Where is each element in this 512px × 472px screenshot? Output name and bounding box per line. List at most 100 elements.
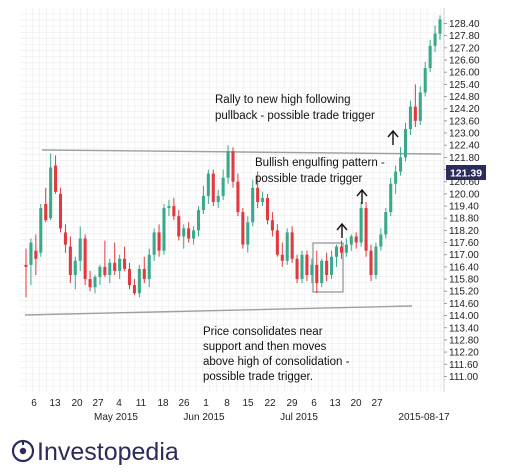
candle-body [295,258,299,280]
candle-down [369,244,373,282]
candle-body [206,173,210,196]
candle-body [201,195,205,211]
candle-body [152,232,156,255]
candle-down [88,270,92,292]
candle-down [103,240,107,278]
candle-up [379,228,383,251]
candle-down [280,242,284,267]
candle-body [58,193,63,229]
candle-body [339,246,343,253]
candle-up [408,100,412,136]
candle-body [394,171,398,184]
candle-body [167,206,171,209]
y-tick-label: 125.40 [449,80,480,91]
candle-down [54,155,58,194]
candle-up [192,226,196,245]
y-tick-label: 122.40 [449,141,480,152]
candle-up [374,242,378,280]
candle-body [98,266,102,278]
y-tick-label: 127.20 [449,43,480,54]
candle-body [127,268,132,286]
x-month-label: May 2015 [94,412,138,423]
y-tick-label: 111.60 [449,360,479,371]
candle-body [438,19,442,34]
candle-body [256,187,260,202]
x-tick-label: 6 [31,398,37,409]
candles [24,15,442,298]
candle-down [315,250,319,294]
candle-body [325,260,329,276]
candle-up [438,15,442,40]
candle-body [315,264,319,284]
candle-up [310,258,314,284]
candle-up [226,145,230,184]
candle-body [177,216,181,237]
candle-body [433,33,437,46]
candle-up [261,191,265,207]
y-tick-label: 112.20 [449,348,479,359]
candle-down [211,169,215,207]
candle-up [221,169,225,200]
candle-body [63,232,67,245]
y-tick-label: 118.80 [449,214,479,225]
candle-up [29,238,33,286]
candle-up [246,216,250,253]
candle-body [211,173,215,202]
annotation-rally-2: pullback - possible trade trigger [215,110,375,122]
candle-down [354,232,358,249]
candle-up [251,179,255,227]
candle-body [39,208,43,253]
y-tick-label: 114.00 [449,311,479,322]
x-tick-label: 6 [311,398,317,409]
x-tick-label: 15 [242,398,254,409]
candle-up [423,62,427,97]
candle-body [413,106,417,121]
candle-up [201,185,205,215]
x-tick-label: 20 [350,398,362,409]
candle-body [251,187,255,223]
candle-down [127,262,132,290]
y-tick-label: 111.00 [449,372,479,383]
candle-down [290,226,294,263]
x-month-label: 2015-08-17 [398,412,450,423]
x-tick-label: 27 [92,398,104,409]
annotation-consolidation-1: Price consolidates near [203,326,323,338]
candle-body [221,177,225,196]
candle-body [192,230,196,239]
x-tick-label: 27 [371,398,383,409]
candle-up [147,248,151,288]
x-tick-label: 22 [264,398,276,409]
candle-down [172,197,176,221]
last-price-label: 121.39 [450,168,482,180]
candle-up [320,258,324,288]
candle-body [123,258,127,269]
candle-body [280,254,284,261]
candle-down [236,173,240,217]
candle-body [88,279,92,288]
up-arrow-icon [356,188,368,204]
annotation-engulfing-2: possible trade trigger [255,173,363,185]
candle-down [265,193,270,225]
candle-down [44,187,48,223]
candle-body [108,262,112,276]
plot-area [20,8,444,392]
y-tick-label: 128.40 [449,19,480,30]
candle-up [108,258,112,284]
up-arrow-icon [336,222,348,238]
candle-body [334,246,339,257]
x-tick-label: 11 [136,398,147,409]
candle-down [305,250,309,282]
candle-body [246,222,250,245]
candle-down [83,234,87,286]
candle-up [216,189,220,209]
candle-down [339,240,343,259]
candle-body [24,264,28,267]
candle-body [364,208,368,251]
x-tick-label: 1 [203,398,209,409]
candle-body [379,234,383,247]
candle-down [187,222,191,243]
candle-body [265,197,270,221]
candle-down [157,224,161,257]
candle-body [34,250,38,259]
candle-up [206,169,210,205]
